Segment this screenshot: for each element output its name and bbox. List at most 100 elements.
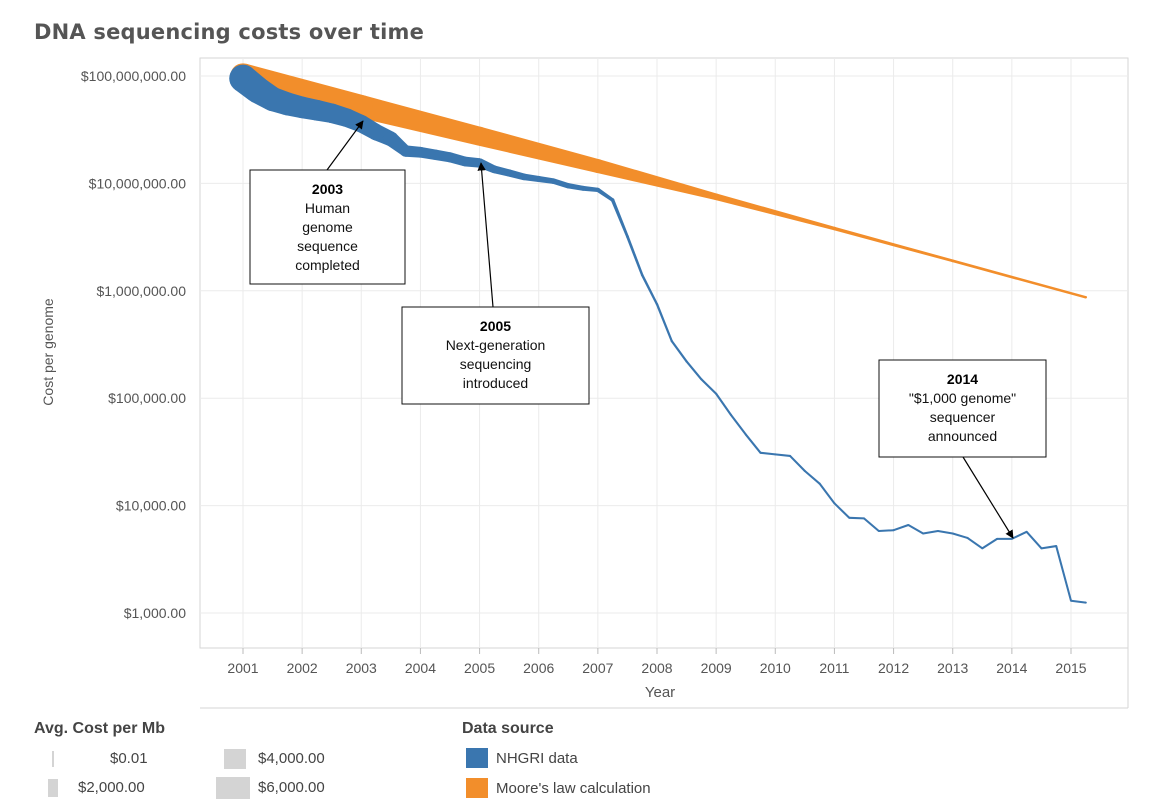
x-tick-label: 2015 [1055,660,1086,676]
series-segment [655,303,673,342]
series-point [565,183,571,189]
series-point [590,159,605,174]
size-legend-label-3: $4,000.00 [258,750,325,767]
series-point [818,482,821,485]
x-tick-label: 2012 [878,660,909,676]
series-segment [641,274,659,305]
series-segment [833,226,954,263]
y-tick-label: $10,000,000.00 [89,175,187,191]
series-point [862,517,866,520]
series-segment [715,193,835,231]
series-point [470,126,489,146]
series-layer [229,63,1088,604]
annotation-text: sequence [297,238,358,254]
series-point [774,453,777,456]
y-axis-label: Cost per genome [40,298,56,406]
series-segment [538,175,554,184]
nhgri-legend-label: NHGRI data [496,750,578,767]
x-tick-label: 2005 [464,660,495,676]
series-segment [477,127,600,173]
series-point [700,378,703,381]
annotation-text: genome [302,219,353,235]
size-legend-swatch-2 [48,779,58,797]
series-segment [730,414,747,436]
size-legend-swatch-4 [216,777,250,799]
series-point [759,451,762,454]
series-point [490,165,499,174]
series-segment [789,455,806,472]
series-point [922,532,925,535]
series-point [712,193,720,201]
series-segment [907,524,924,535]
series-point [1025,530,1028,533]
series-point [626,235,629,238]
annotation-text: completed [295,257,360,273]
series-point [744,433,747,436]
series-point [415,146,426,158]
series-point [306,99,328,121]
series-point [655,303,659,306]
series-segment [981,538,998,550]
series-segment [596,159,717,201]
series-point [892,529,895,532]
x-tick-label: 2008 [641,660,672,676]
series-segment [685,360,703,380]
x-tick-label: 2003 [346,660,377,676]
series-segment [760,451,776,456]
series-point [877,529,880,533]
y-tick-label: $10,000.00 [116,498,186,514]
size-legend-label-4: $6,000.00 [258,779,325,796]
annotation-box [401,306,590,405]
series-point [505,169,513,177]
annotation-box [249,169,406,285]
size-legend-label-2: $2,000.00 [78,779,145,796]
series-point [444,152,456,163]
series-segment [818,483,836,504]
series-segment [849,516,865,520]
annotation-arrow [962,456,1014,539]
series-segment [997,537,1012,540]
series-point [832,226,837,231]
series-point [1069,599,1073,602]
series-segment [952,532,968,539]
moore-legend-label: Moore's law calculation [496,780,651,797]
series-segment [1055,545,1072,602]
series-point [936,529,939,533]
annotation-text: Human [305,200,350,216]
series-segment [582,185,599,193]
annotation-text: Next-generation [446,337,546,353]
series-point [803,469,806,473]
series-point [580,185,586,191]
series-segment [804,470,821,485]
series-segment [1025,531,1043,550]
series-segment [744,433,762,454]
series-segment [358,95,482,146]
series-point [367,123,385,141]
series-point [966,536,969,539]
series-segment [1070,599,1086,604]
series-point [907,523,910,526]
series-point [383,131,399,147]
series-point [520,173,528,181]
series-point [848,516,851,519]
x-tick-label: 2011 [819,660,849,676]
series-point [1084,601,1087,604]
x-tick-label: 2002 [287,660,318,676]
size-legend-swatch-1 [52,751,54,767]
x-tick-label: 2013 [937,660,968,676]
series-point [337,108,356,127]
series-point [1055,545,1058,548]
series-segment [775,453,791,457]
nhgri-legend-swatch [466,748,488,768]
series-segment [922,530,939,535]
series-point [459,156,470,167]
x-tick-label: 2004 [405,660,436,676]
series-point [951,259,955,263]
series-point [685,360,688,363]
series-point [595,187,601,193]
series-point [399,145,412,157]
annotation-arrow [326,120,364,171]
annotation-text: sequencer [930,409,996,425]
plot-frame [199,57,1129,649]
x-tick-label: 2006 [523,660,554,676]
